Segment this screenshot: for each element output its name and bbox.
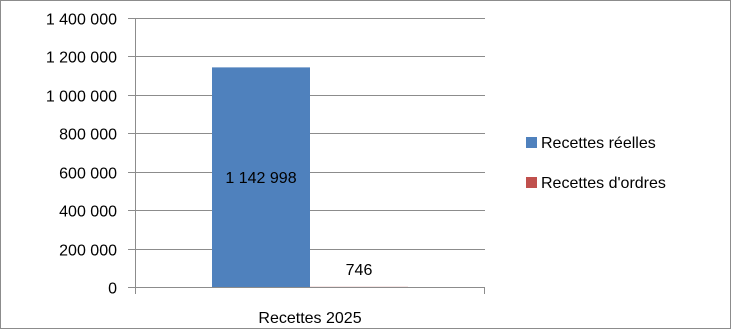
y-tick-label: 600 000 bbox=[59, 166, 117, 183]
legend: Recettes réelles Recettes d'ordres bbox=[526, 135, 666, 192]
y-tick-label: 200 000 bbox=[59, 243, 117, 260]
x-category-label: Recettes 2025 bbox=[258, 310, 361, 327]
y-tick-label: 1 200 000 bbox=[46, 50, 117, 67]
y-tick-label: 800 000 bbox=[59, 127, 117, 144]
data-label: 1 142 998 bbox=[225, 170, 296, 187]
y-tick-label: 1 000 000 bbox=[46, 89, 117, 106]
legend-label: Recettes d'ordres bbox=[541, 175, 666, 192]
y-tick-label: 0 bbox=[108, 281, 117, 298]
legend-swatch bbox=[526, 177, 537, 188]
data-label: 746 bbox=[346, 262, 373, 279]
y-tick-label: 400 000 bbox=[59, 204, 117, 221]
y-tick-label: 1 400 000 bbox=[46, 12, 117, 29]
legend-label: Recettes réelles bbox=[541, 135, 656, 152]
legend-swatch bbox=[526, 137, 537, 148]
